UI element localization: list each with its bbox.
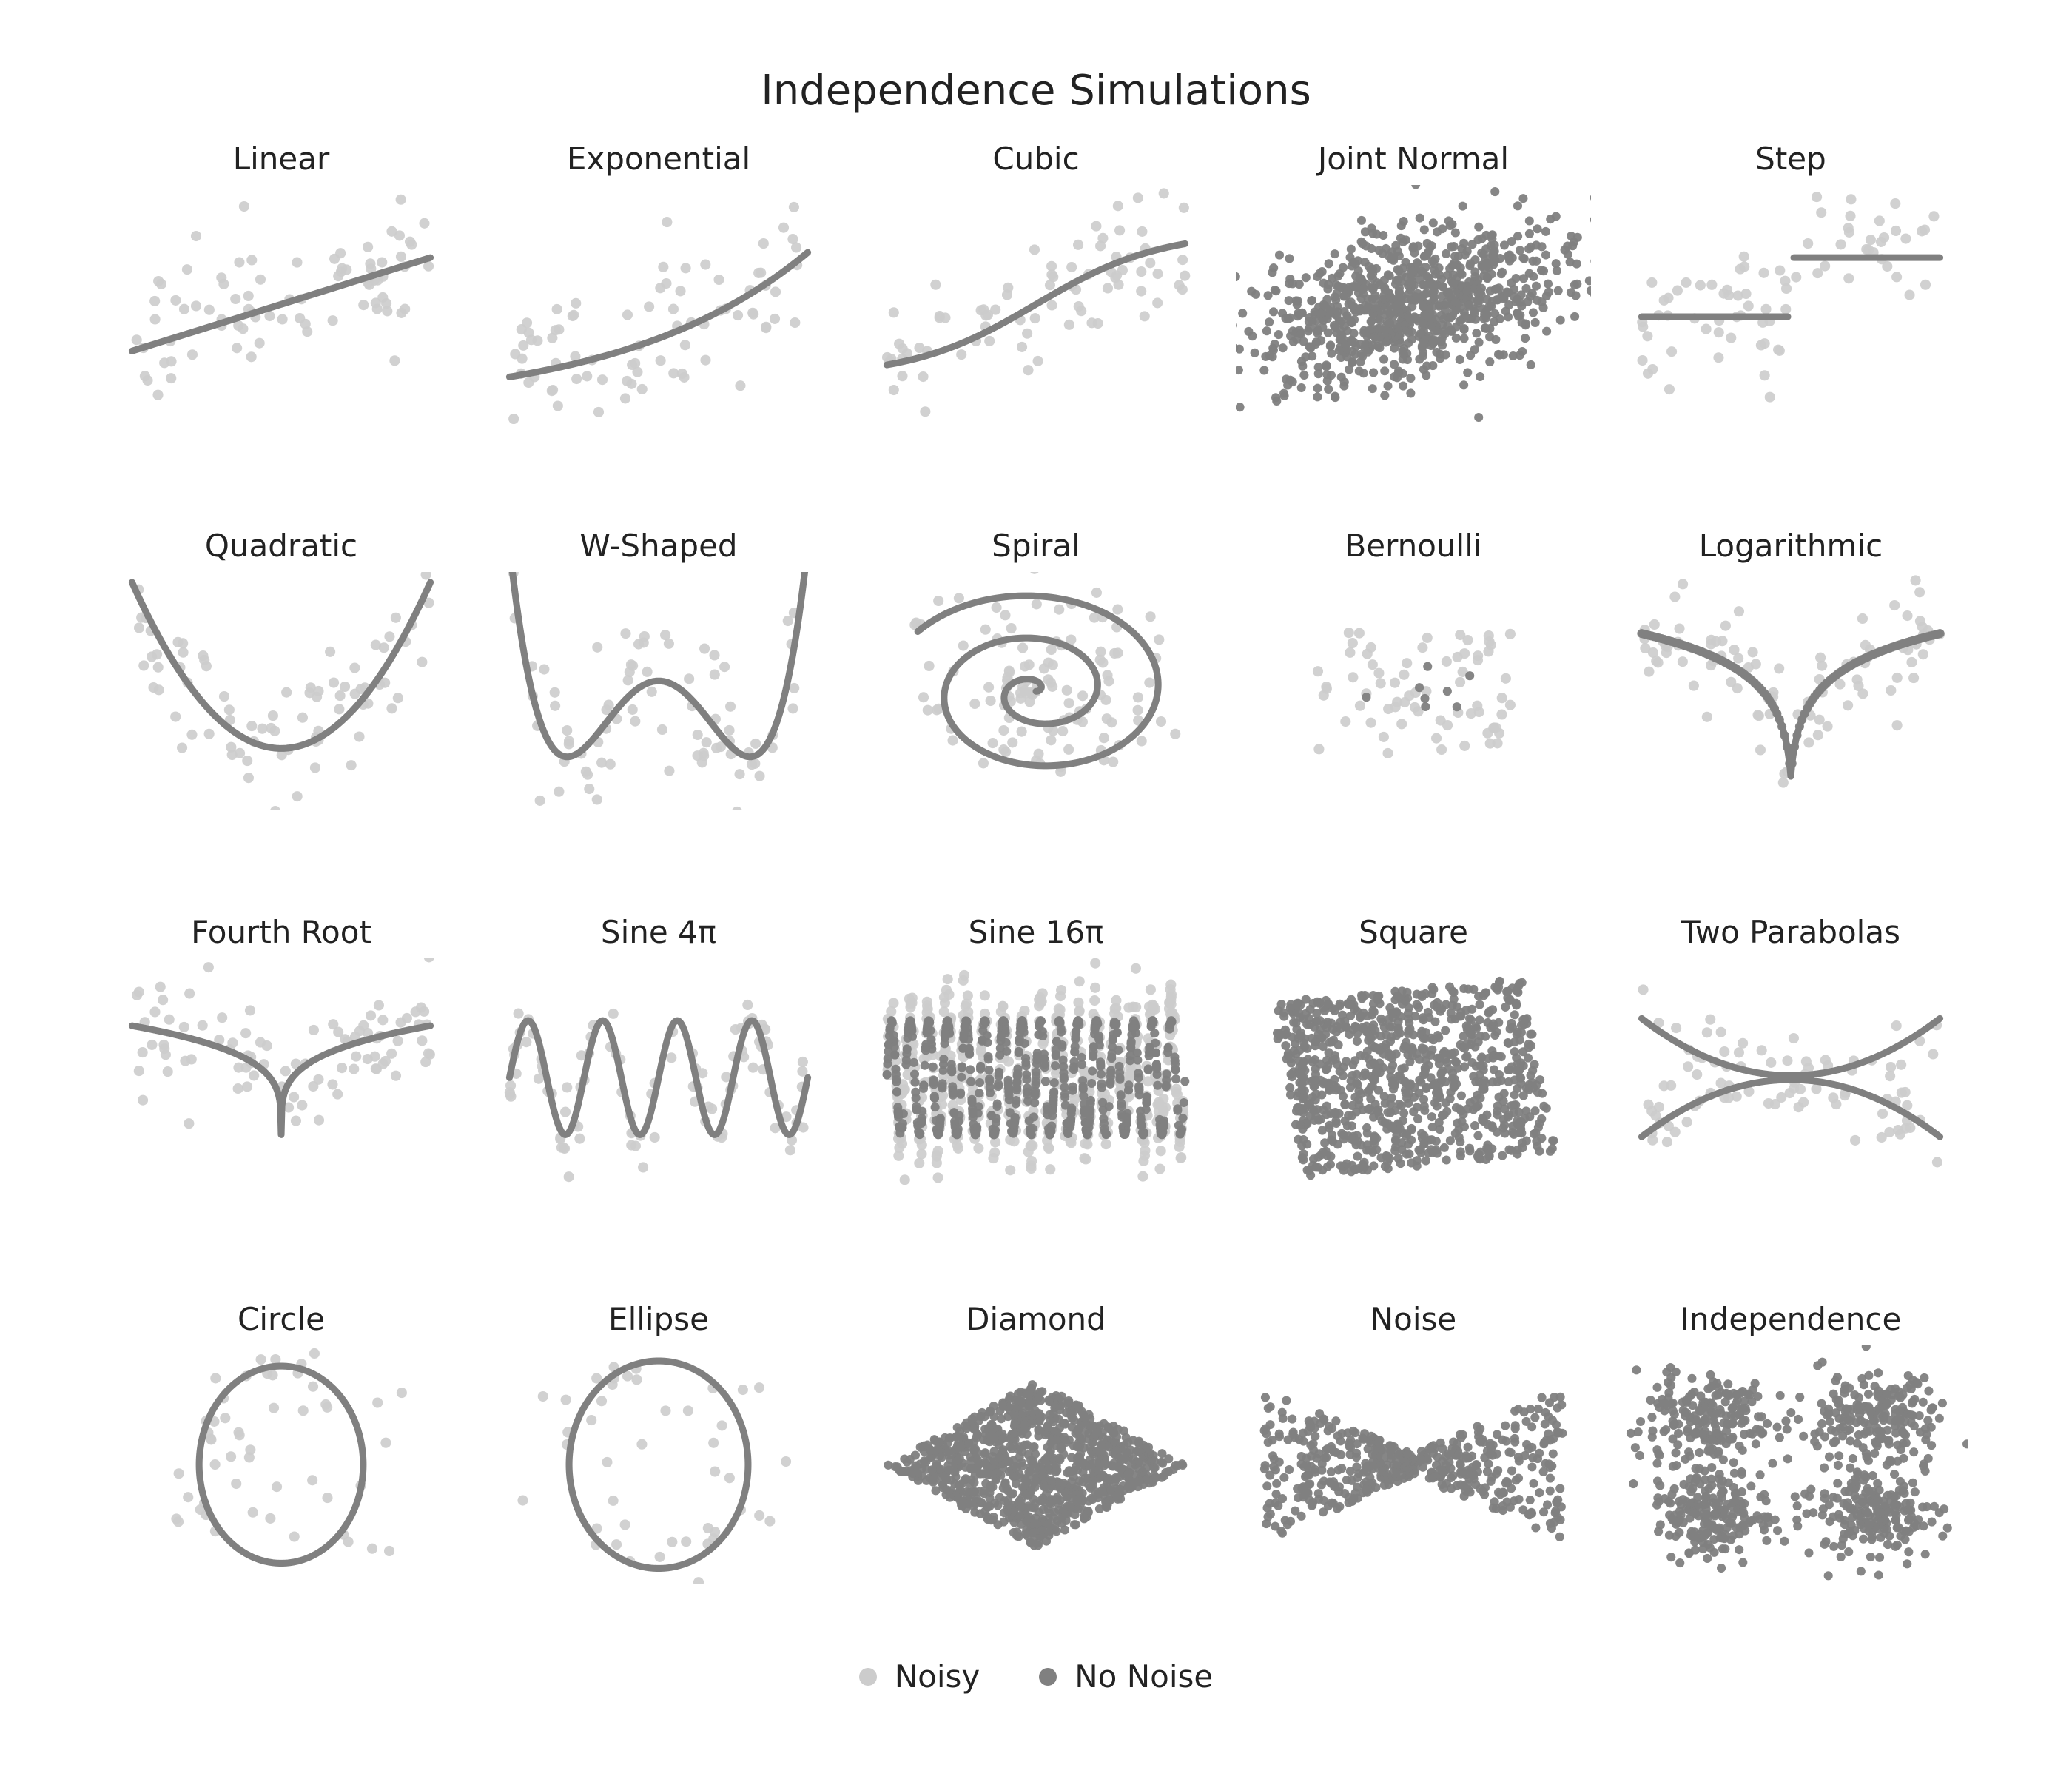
legend-item-noisy: Noisy	[859, 1658, 980, 1695]
panel-plot	[1613, 185, 1968, 424]
panel-title: Logarithmic	[1613, 528, 1968, 564]
scatter-nonoise	[1627, 1345, 1968, 1580]
panel-fourth-root: Fourth Root	[104, 914, 459, 1242]
curve	[132, 582, 430, 748]
panel-title: Independence	[1613, 1301, 1968, 1337]
panel-exponential: Exponential	[481, 141, 836, 468]
panel-title: Step	[1613, 141, 1968, 177]
panel-plot	[1613, 1345, 1968, 1584]
panel-plot	[104, 958, 459, 1197]
panel-grid: Linear Exponential Cubic Joint Normal Step Qu…	[104, 141, 1968, 1628]
curve	[887, 243, 1185, 365]
panel-square: Square	[1236, 914, 1591, 1242]
panel-noise: Noise	[1236, 1301, 1591, 1629]
scatter-noisy	[133, 572, 434, 811]
curve	[199, 1366, 363, 1563]
panel-diamond: Diamond	[858, 1301, 1214, 1629]
scatter-noisy	[1637, 185, 1939, 403]
panel-plot	[1236, 185, 1591, 424]
panel-title: Fourth Root	[104, 914, 459, 950]
legend-item-nonoise: No Noise	[1039, 1658, 1213, 1695]
curve	[1641, 633, 1940, 776]
panel-plot	[481, 185, 836, 424]
panel-plot	[858, 185, 1214, 424]
panel-plot	[1236, 1345, 1591, 1584]
panel-w-shaped: W-Shaped	[481, 528, 836, 855]
panel-bernoulli: Bernoulli	[1236, 528, 1591, 855]
panel-title: Sine 16π	[858, 914, 1214, 950]
panel-quadratic: Quadratic	[104, 528, 459, 855]
panel-ellipse: Ellipse	[481, 1301, 836, 1629]
curve	[509, 1020, 807, 1134]
panel-step: Step	[1613, 141, 1968, 468]
panel-title: Diamond	[858, 1301, 1214, 1337]
panel-plot	[481, 1345, 836, 1584]
scatter-nonoise	[1637, 629, 1944, 768]
panel-plot	[481, 572, 836, 811]
scatter-noisy	[132, 195, 434, 400]
panel-title: Quadratic	[104, 528, 459, 564]
panel-title: Exponential	[481, 141, 836, 177]
legend-label-noisy: Noisy	[895, 1658, 980, 1695]
panel-plot	[481, 958, 836, 1197]
scatter-nonoise	[1273, 977, 1558, 1180]
panel-plot	[104, 185, 459, 424]
legend-label-nonoise: No Noise	[1074, 1658, 1213, 1695]
panel-title: Cubic	[858, 141, 1214, 177]
legend-dot-nonoise	[1039, 1668, 1057, 1686]
panel-two-parabolas: Two Parabolas	[1613, 914, 1968, 1242]
legend-dot-noisy	[859, 1668, 877, 1686]
panel-title: Two Parabolas	[1613, 914, 1968, 950]
curve	[569, 1361, 748, 1568]
panel-plot	[104, 572, 459, 811]
curve	[132, 1026, 430, 1134]
panel-logarithmic: Logarithmic	[1613, 528, 1968, 855]
scatter-noisy	[508, 572, 800, 811]
scatter-nonoise	[884, 1380, 1187, 1550]
panel-spiral: Spiral	[858, 528, 1214, 855]
scatter-noisy	[508, 202, 802, 424]
panel-plot	[1236, 958, 1591, 1197]
panel-title: Spiral	[858, 528, 1214, 564]
panel-title: Joint Normal	[1236, 141, 1591, 177]
panel-title: Circle	[104, 1301, 459, 1337]
panel-linear: Linear	[104, 141, 459, 468]
panel-plot	[104, 1345, 459, 1584]
panel-title: W-Shaped	[481, 528, 836, 564]
panel-plot	[858, 572, 1214, 811]
panel-plot	[1613, 572, 1968, 811]
scatter-nonoise	[1236, 185, 1591, 422]
figure: Independence Simulations Linear Exponenti…	[0, 0, 2072, 1776]
panel-title: Square	[1236, 914, 1591, 950]
scatter-nonoise	[1260, 1392, 1567, 1541]
panel-joint-normal: Joint Normal	[1236, 141, 1591, 468]
panel-plot	[858, 1345, 1214, 1584]
panel-plot	[858, 958, 1214, 1197]
scatter-noisy	[1313, 628, 1516, 758]
panel-title: Bernoulli	[1236, 528, 1591, 564]
panel-sine-4-: Sine 4π	[481, 914, 836, 1242]
panel-title: Noise	[1236, 1301, 1591, 1337]
panel-independence: Independence	[1613, 1301, 1968, 1629]
panel-title: Sine 4π	[481, 914, 836, 950]
panel-sine-16-: Sine 16π	[858, 914, 1214, 1242]
panel-title: Linear	[104, 141, 459, 177]
panel-plot	[1613, 958, 1968, 1197]
panel-title: Ellipse	[481, 1301, 836, 1337]
legend: Noisy No Noise	[0, 1658, 2072, 1695]
scatter-noisy	[171, 1348, 407, 1555]
panel-cubic: Cubic	[858, 141, 1214, 468]
panel-circle: Circle	[104, 1301, 459, 1629]
panel-plot	[1236, 572, 1591, 811]
figure-suptitle: Independence Simulations	[0, 67, 2072, 115]
